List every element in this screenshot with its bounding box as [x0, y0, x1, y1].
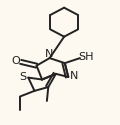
Text: N: N [45, 49, 53, 59]
Text: SH: SH [78, 52, 93, 62]
Text: S: S [19, 72, 26, 82]
Text: O: O [12, 56, 20, 66]
Text: N: N [70, 71, 79, 81]
